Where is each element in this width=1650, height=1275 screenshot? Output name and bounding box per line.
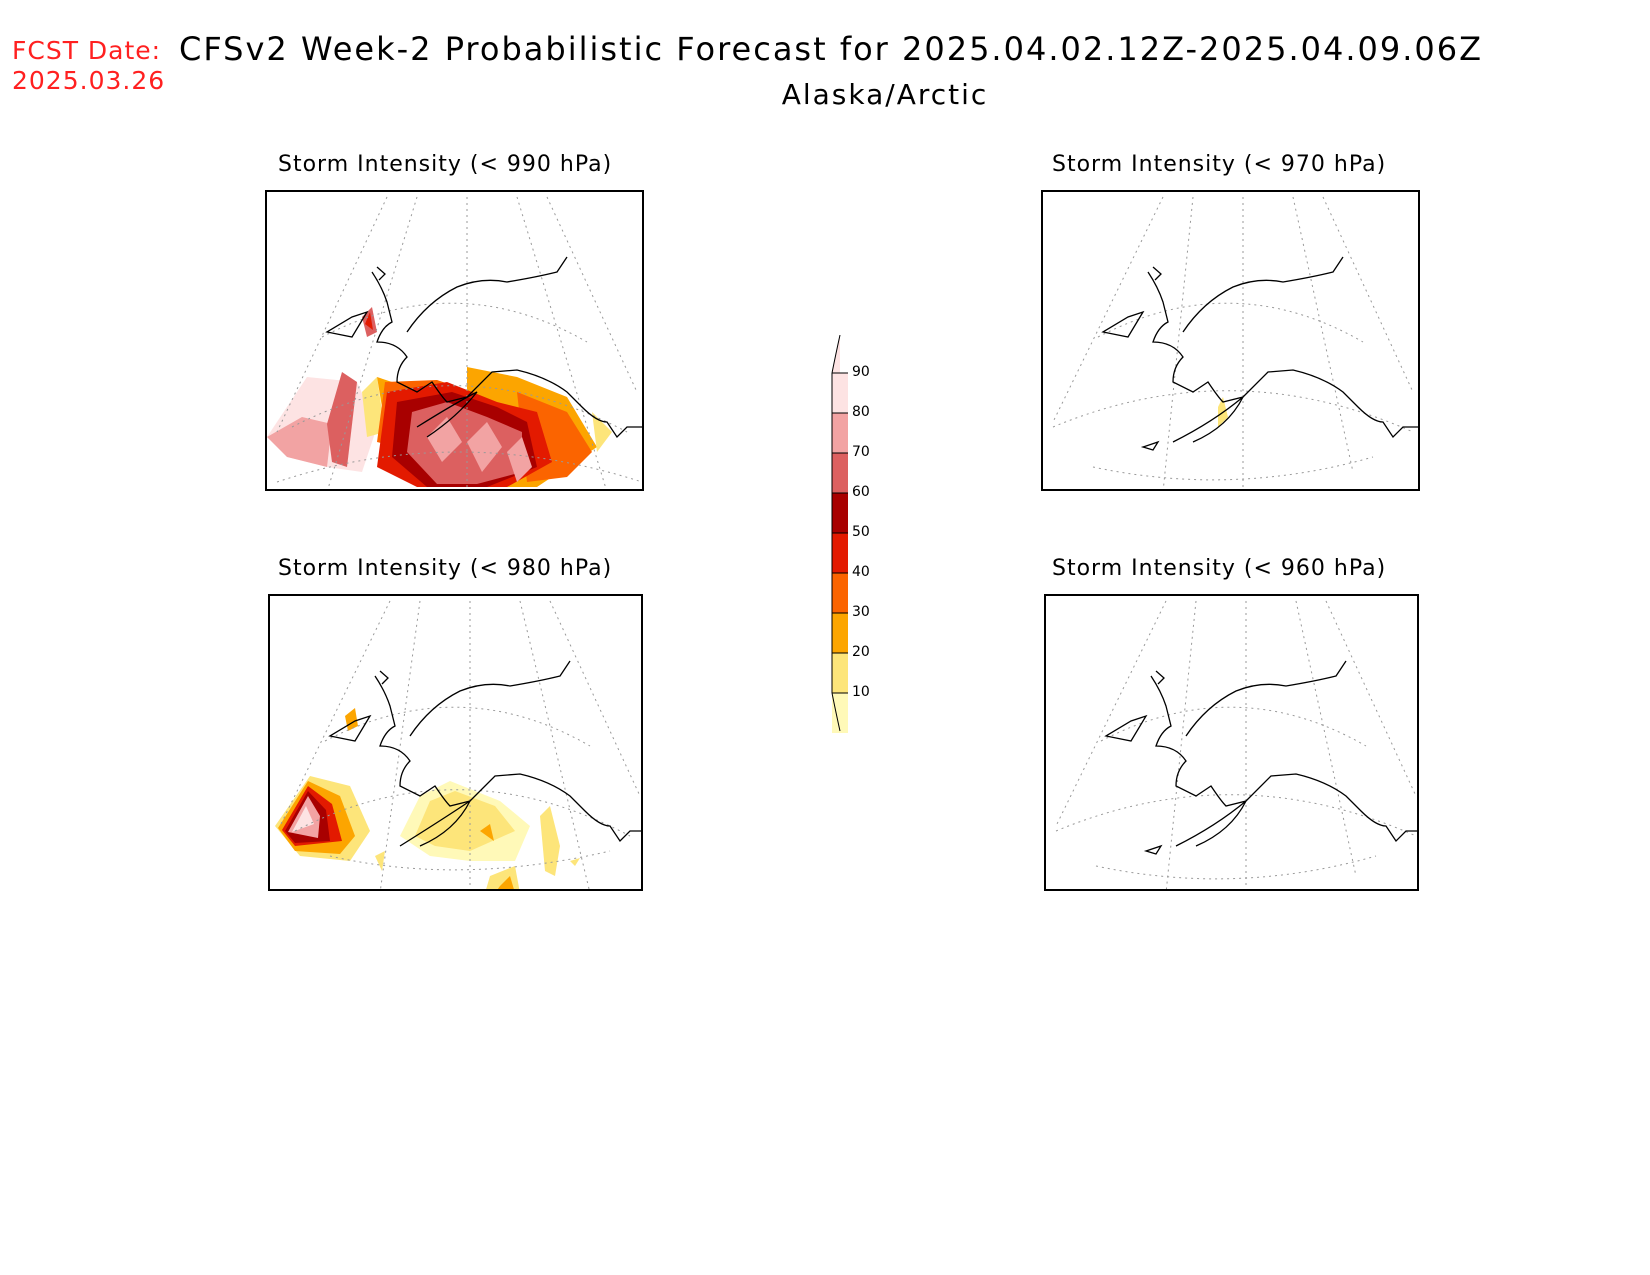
map-980 [275, 600, 641, 889]
colorbar-label: 30 [852, 604, 870, 620]
panel-title-990: Storm Intensity (< 990 hPa) [278, 152, 613, 177]
colorbar-label: 10 [852, 684, 870, 700]
colorbar-label: 70 [852, 444, 870, 460]
map-970 [1052, 196, 1418, 489]
map-panel-970 [1041, 190, 1420, 491]
colorbar-swatches [831, 334, 848, 733]
colorbar-swatch [832, 533, 848, 573]
colorbar-swatch [832, 493, 848, 533]
colorbar-swatch [832, 573, 848, 613]
page-subtitle: Alaska/Arctic [781, 78, 989, 111]
coastline-990 [325, 256, 642, 439]
colorbar-label: 50 [852, 524, 870, 540]
map-panel-980 [268, 594, 643, 891]
panel-title-970: Storm Intensity (< 970 hPa) [1052, 152, 1387, 177]
forecast-date: FCST Date: 2025.03.26 [12, 36, 165, 96]
colorbar-swatch [832, 653, 848, 693]
graticule-990 [276, 196, 642, 489]
shading-980 [275, 708, 580, 889]
colorbar-swatch [832, 613, 848, 653]
colorbar: 10 20 30 40 50 60 70 80 90 [820, 334, 900, 735]
forecast-date-value: 2025.03.26 [12, 66, 166, 95]
graticule-980 [279, 600, 641, 889]
colorbar-top-edge [831, 334, 841, 374]
shading-990 [267, 307, 612, 487]
coastline-980 [328, 660, 641, 847]
colorbar-swatch [832, 693, 848, 733]
panel-title-980: Storm Intensity (< 980 hPa) [278, 556, 613, 581]
colorbar-swatch [832, 453, 848, 493]
graticule-970 [1052, 196, 1414, 489]
map-990 [267, 196, 642, 489]
graticule-960 [1055, 600, 1417, 889]
coastline-960 [1104, 660, 1417, 855]
forecast-date-label: FCST Date: [12, 36, 162, 65]
map-960 [1055, 600, 1417, 889]
colorbar-bottom-edge [831, 692, 841, 732]
colorbar-label: 90 [852, 364, 870, 380]
panel-title-960: Storm Intensity (< 960 hPa) [1052, 556, 1387, 581]
colorbar-label: 80 [852, 404, 870, 420]
colorbar-swatch [832, 413, 848, 453]
colorbar-label: 60 [852, 484, 870, 500]
map-panel-960 [1044, 594, 1419, 891]
map-panel-990 [265, 190, 644, 491]
page-title: CFSv2 Week-2 Probabilistic Forecast for … [178, 30, 1484, 68]
colorbar-label: 20 [852, 644, 870, 660]
coastline-970 [1101, 256, 1418, 451]
colorbar-swatch [832, 373, 848, 413]
colorbar-label: 40 [852, 564, 870, 580]
